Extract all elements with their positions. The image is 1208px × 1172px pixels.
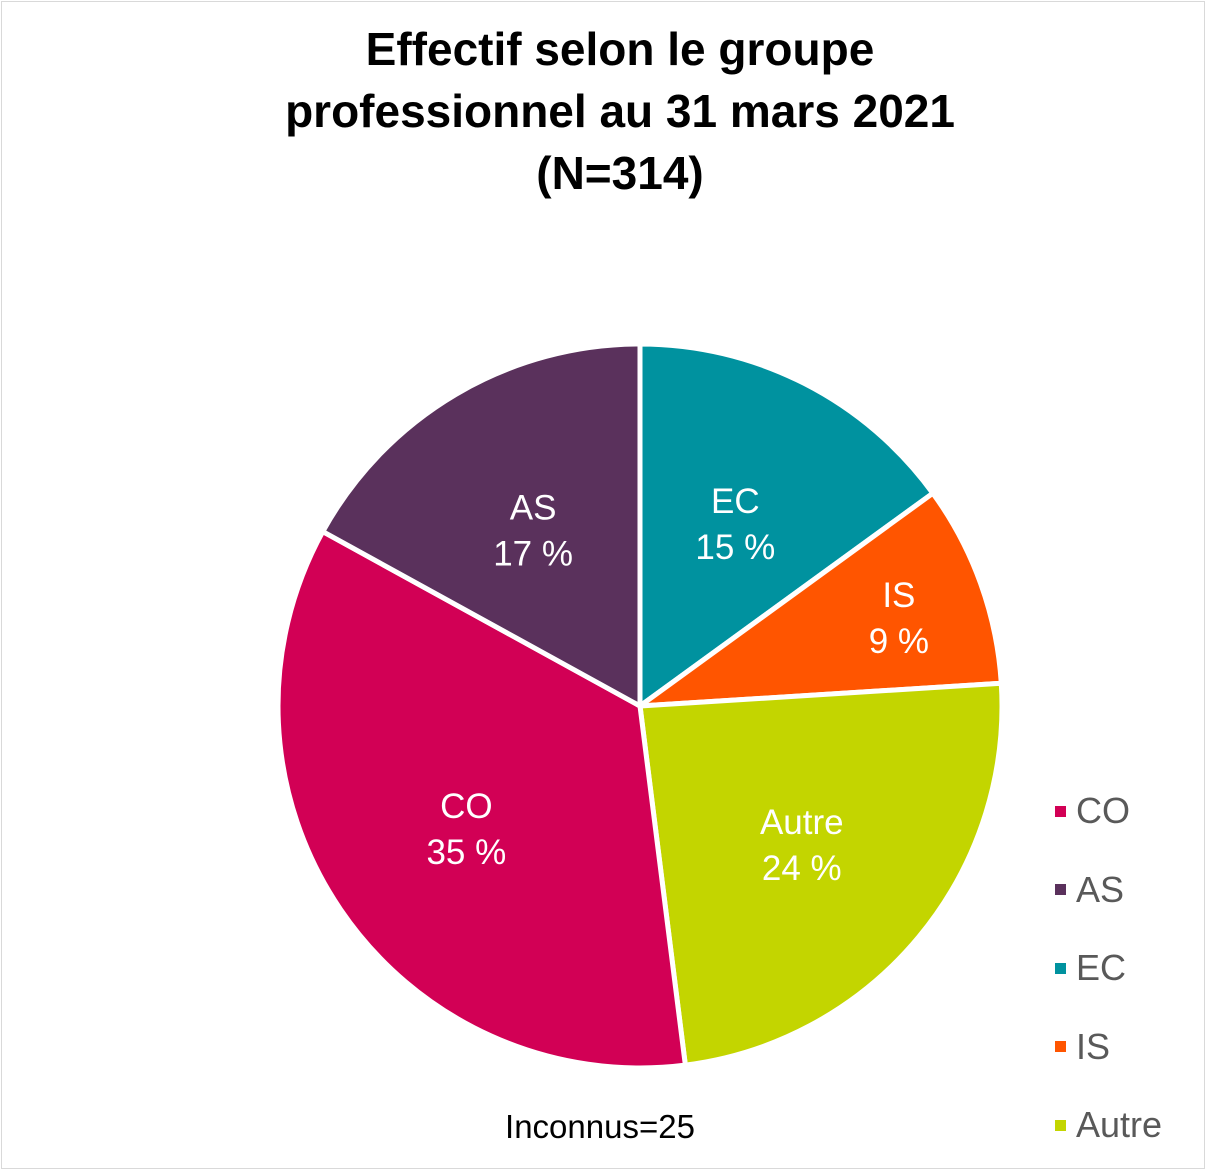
slice-percent-is: 9 % xyxy=(869,622,929,661)
legend-label-ec: EC xyxy=(1076,947,1127,989)
slice-category-is: IS xyxy=(882,576,915,615)
pie-slice-co xyxy=(275,529,688,1071)
legend-swatch-autre xyxy=(1055,1119,1066,1131)
slice-percent-as: 17 % xyxy=(493,534,573,573)
pie-slice-as xyxy=(320,341,643,709)
slice-category-ec: EC xyxy=(711,482,760,521)
chart-legend: CO AS EC IS Autre xyxy=(1055,772,1205,1165)
pie-slice-is xyxy=(637,490,1004,709)
legend-swatch-is xyxy=(1055,1041,1066,1053)
legend-swatch-as xyxy=(1055,884,1066,896)
slice-label-ec: EC 15 % xyxy=(695,482,775,567)
slice-label-autre: Autre 24 % xyxy=(760,803,844,888)
legend-label-as: AS xyxy=(1076,868,1125,910)
pie-slice-autre xyxy=(637,680,1005,1068)
slice-category-as: AS xyxy=(510,488,557,527)
legend-swatch-ec xyxy=(1055,962,1066,974)
pie-slice-ec xyxy=(637,341,936,709)
chart-title-line-1: Effectif selon le groupe xyxy=(365,23,875,75)
legend-swatch-co xyxy=(1055,805,1066,817)
slice-category-autre: Autre xyxy=(760,803,844,842)
slice-category-co: CO xyxy=(440,787,493,826)
legend-label-co: CO xyxy=(1076,790,1130,832)
slice-percent-ec: 15 % xyxy=(695,528,775,567)
chart-title: Effectif selon le groupe professionnel a… xyxy=(0,18,1208,204)
chart-title-line-2: professionnel au 31 mars 2021 xyxy=(285,85,955,137)
slice-percent-co: 35 % xyxy=(426,833,506,872)
legend-item-ec: EC xyxy=(1055,929,1205,1008)
legend-item-as: AS xyxy=(1055,851,1205,930)
slice-label-as: AS 17 % xyxy=(493,488,573,573)
slice-percent-autre: 24 % xyxy=(762,849,842,888)
unknown-count-note: Inconnus=25 xyxy=(505,1108,695,1145)
legend-label-autre: Autre xyxy=(1076,1104,1163,1146)
legend-item-autre: Autre xyxy=(1055,1086,1205,1165)
legend-label-is: IS xyxy=(1076,1025,1111,1067)
slice-label-co: CO 35 % xyxy=(426,787,506,872)
slice-label-is: IS 9 % xyxy=(869,576,929,661)
chart-title-line-3: (N=314) xyxy=(536,147,704,199)
legend-item-is: IS xyxy=(1055,1008,1205,1087)
legend-item-co: CO xyxy=(1055,772,1205,851)
